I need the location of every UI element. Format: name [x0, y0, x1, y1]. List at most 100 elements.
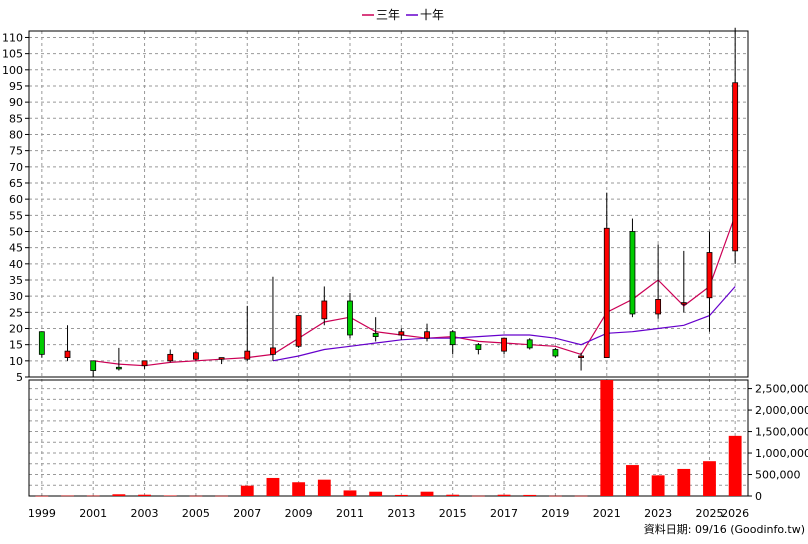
moving-average-layer [93, 215, 736, 367]
candle-body [141, 360, 148, 367]
price-tick-label: 20 [9, 322, 23, 335]
candle-body [475, 344, 482, 350]
candle-body [680, 302, 687, 305]
year-tick-label: 1999 [28, 507, 56, 520]
candle-body [732, 82, 739, 252]
volume-bar [394, 494, 408, 496]
volume-bar [86, 495, 100, 497]
volume-bar [626, 465, 639, 496]
year-tick-label: 2023 [644, 507, 672, 520]
volume-bar [728, 435, 742, 496]
volume-bar [215, 495, 229, 497]
volume-bar [471, 495, 485, 497]
price-tick-label: 65 [9, 177, 23, 190]
volume-bar [574, 495, 588, 497]
legend-ma10-label: 十年 [420, 8, 444, 22]
price-tick-label: 95 [9, 80, 23, 93]
volume-bar [163, 495, 177, 497]
volume-bar [112, 494, 126, 496]
volume-bar [35, 495, 49, 497]
candle-body [372, 332, 379, 337]
price-tick-label: 75 [9, 145, 23, 158]
year-tick-label: 2013 [387, 507, 415, 520]
candle-body [270, 347, 276, 355]
volume-bar [240, 485, 254, 496]
year-tick-label: 2003 [131, 507, 159, 520]
volume-bar [369, 491, 383, 496]
candle-body [64, 350, 71, 358]
volume-bar [420, 491, 434, 496]
candlestick-layer [38, 27, 739, 377]
price-tick-label: 30 [9, 290, 23, 303]
price-tick-label: 80 [9, 128, 23, 141]
candle-body [90, 360, 97, 371]
candle-body [449, 331, 456, 346]
volume-bar [548, 495, 562, 497]
year-tick-label: 2026 [721, 507, 749, 520]
price-tick-label: 40 [9, 258, 23, 271]
price-tick-label: 85 [9, 112, 23, 125]
volume-layer [35, 380, 742, 497]
candle-body [603, 227, 610, 358]
volume-bar [61, 495, 74, 497]
price-tick-label: 50 [9, 225, 23, 238]
candle-body [706, 252, 713, 299]
year-tick-label: 2009 [285, 507, 313, 520]
year-tick-label: 2005 [182, 507, 210, 520]
volume-tick-label: 0 [755, 490, 762, 503]
price-tick-label: 45 [9, 242, 23, 255]
legend: 三年 十年 [362, 8, 444, 22]
candle-body [167, 353, 174, 362]
volume-bar [446, 494, 460, 496]
candle-body [424, 331, 430, 339]
candle-body [347, 300, 353, 336]
candle-body [501, 337, 507, 352]
volume-bar [600, 380, 614, 496]
volume-bar [651, 475, 665, 496]
year-tick-label: 2007 [233, 507, 261, 520]
price-tick-label: 15 [9, 339, 23, 352]
price-tick-label: 100 [2, 64, 23, 77]
candle-body [295, 315, 302, 347]
candle-body [38, 331, 45, 355]
volume-panel-border [28, 379, 749, 497]
price-tick-label: 35 [9, 274, 23, 287]
candle-body [244, 350, 251, 360]
volume-bar [703, 461, 716, 496]
year-tick-label: 2025 [695, 507, 723, 520]
legend-ma3-label: 三年 [376, 8, 400, 22]
volume-tick-label: 1,500,000 [755, 426, 808, 439]
candle-body [321, 300, 328, 320]
price-tick-label: 110 [2, 31, 23, 44]
price-tick-label: 70 [9, 161, 23, 174]
candle-body [578, 355, 584, 358]
volume-bar [292, 482, 306, 496]
candle-body [629, 231, 636, 315]
price-tick-label: 60 [9, 193, 23, 206]
volume-tick-label: 500,000 [755, 469, 801, 482]
volume-bar [497, 494, 511, 496]
ma3-line [93, 215, 736, 367]
volume-tick-label: 2,000,000 [755, 404, 808, 417]
volume-bar [266, 477, 280, 496]
price-tick-label: 55 [9, 209, 23, 222]
volume-bar [677, 468, 691, 496]
volume-bar [189, 495, 203, 497]
volume-tick-label: 2,500,000 [755, 383, 808, 396]
volume-bar [317, 479, 331, 496]
year-tick-label: 2015 [439, 507, 467, 520]
axis-layer: 5101520253035404550556065707580859095100… [2, 30, 808, 520]
candle-body [552, 349, 559, 357]
candle-body [398, 331, 405, 336]
price-panel-border [28, 30, 749, 378]
year-tick-label: 2019 [541, 507, 569, 520]
volume-tick-label: 1,000,000 [755, 447, 808, 460]
volume-bar [138, 494, 151, 496]
volume-bar [343, 490, 357, 496]
candle-body [655, 298, 662, 315]
year-tick-label: 2021 [593, 507, 621, 520]
price-tick-label: 5 [16, 371, 23, 384]
candle-body [115, 366, 122, 370]
candle-body [526, 339, 533, 349]
